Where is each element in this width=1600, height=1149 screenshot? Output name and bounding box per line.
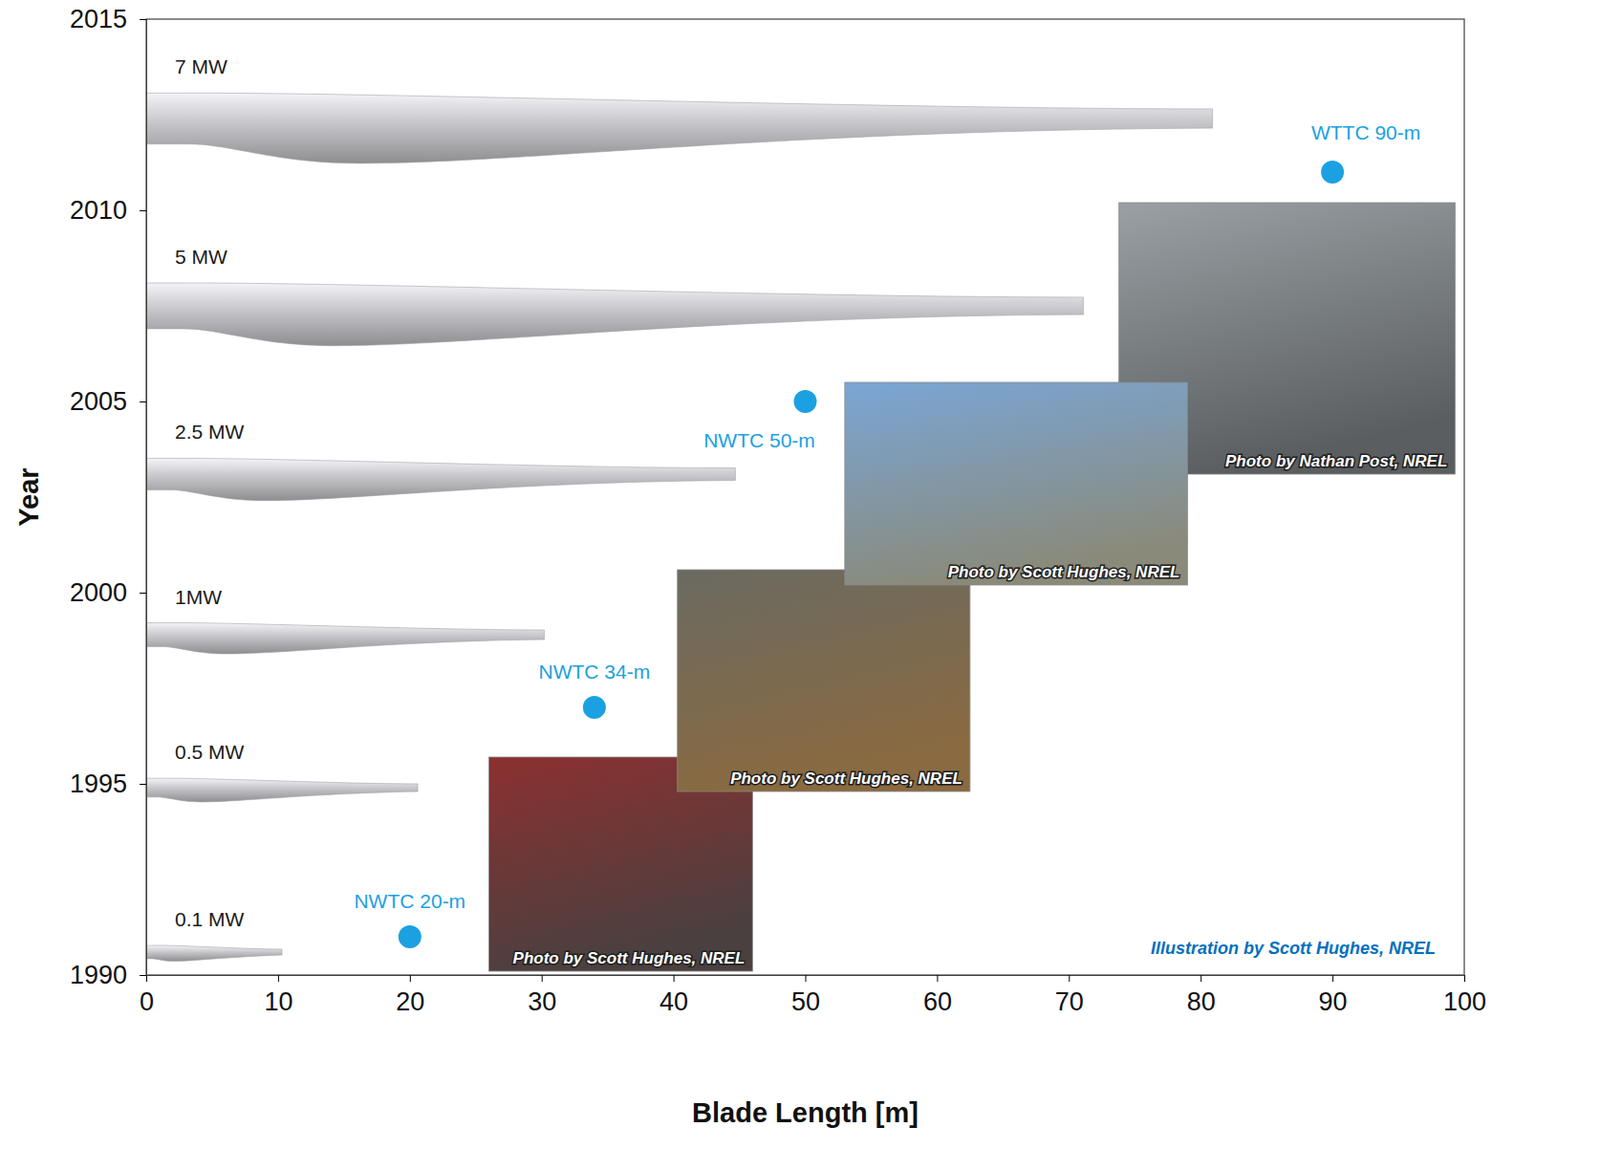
blade [146,92,1213,164]
plot-frame [146,19,1465,975]
x-tick: 50 [791,974,821,1017]
y-tick-mark [139,19,147,21]
x-tick-mark [278,974,280,982]
x-tick-mark [673,974,675,982]
y-tick: 2015 [69,4,147,34]
y-tick: 1995 [69,769,147,799]
x-tick-mark [410,974,411,982]
x-tick: 40 [659,974,689,1017]
photo-caption: Photo by Scott Hughes, NREL [948,562,1181,582]
marks [146,92,1344,961]
y-tick-mark [139,783,147,785]
x-tick: 0 [139,974,154,1017]
x-tick: 20 [395,974,425,1017]
x-tick: 90 [1318,974,1348,1017]
y-axis-title: Year [13,467,44,526]
y-tick-label: 2000 [69,578,128,607]
x-tick-mark [1068,974,1070,982]
blade-label: 7 MW [174,55,228,78]
x-tick-label: 20 [395,987,425,1017]
y-tick-mark [139,592,147,594]
x-tick: 10 [263,974,293,1017]
test-facility-dot [398,925,422,949]
x-tick-label: 70 [1055,987,1084,1017]
x-tick: 80 [1187,974,1216,1017]
blade-label: 0.5 MW [174,740,245,763]
test-facility-label: NWTC 34-m [539,660,651,683]
blade-label: 1MW [174,585,222,608]
y-tick-label: 2015 [69,4,128,34]
x-axis-line [147,975,1466,983]
x-tick: 70 [1055,974,1084,1017]
credit: Illustration by Scott Hughes, NREL [1150,938,1436,958]
x-tick-mark [1200,974,1202,982]
photo-caption: Photo by Scott Hughes, NREL [730,769,963,788]
x-tick-mark [805,974,807,982]
x-tick-label: 100 [1443,987,1487,1017]
y-tick: 1990 [69,960,147,990]
x-tick-mark [146,974,148,982]
test-facility-dot [1320,160,1344,184]
x-tick-label: 90 [1318,987,1348,1017]
x-tick: 100 [1443,974,1487,1017]
y-tick-label: 1990 [69,960,128,990]
test-facility-label: WTTC 90-m [1311,121,1421,144]
test-facility-dot [794,389,818,413]
x-axis: 0 10 20 30 40 50 60 70 80 90 100 [139,974,1487,1017]
blade [146,282,1083,346]
test-facility-label: NWTC 20-m [353,889,466,912]
blade [146,778,418,802]
plot: Photo by Nathan Post, NREL Photo by Scott… [69,4,1487,1017]
x-tick-label: 0 [139,987,154,1017]
x-tick: 30 [527,974,557,1017]
y-tick-label: 2005 [69,387,128,416]
x-tick-mark [1332,974,1334,982]
blade-label: 2.5 MW [174,420,245,443]
x-tick-mark [541,974,543,982]
x-tick-mark [1464,974,1466,982]
y-tick: 2010 [69,195,147,225]
photo [844,382,1189,585]
y-axis-line [139,20,148,976]
blade [146,457,736,500]
y-tick-mark [139,210,147,212]
x-tick-label: 80 [1187,987,1216,1017]
y-axis: 1990 1995 2000 2005 2010 2015 [69,4,148,990]
x-tick-label: 60 [923,987,952,1017]
photo [677,569,971,792]
labels: 0.1 MW 0.5 MW 1MW 2.5 MW 5 MW 7 MW NWTC 20-m NW… [174,55,1436,958]
x-tick-label: 40 [659,987,689,1017]
x-tick-label: 30 [527,987,557,1017]
blade-label: 5 MW [174,245,228,268]
blade-label: 0.1 MW [174,908,245,930]
photo-caption: Photo by Nathan Post, NREL [1225,452,1448,471]
y-tick-label: 1995 [69,769,128,799]
x-tick: 60 [923,974,952,1017]
x-tick-label: 50 [791,987,821,1017]
x-axis-title: Blade Length [m] [691,1097,919,1128]
blade [146,622,544,654]
chart: Photo by Nathan Post, NREL Photo by Scott… [0,0,1600,1149]
x-tick-label: 10 [263,987,293,1017]
photo-caption: Photo by Scott Hughes, NREL [513,949,746,968]
x-tick-mark [936,974,938,982]
blade [146,945,282,961]
y-tick: 2000 [69,578,147,607]
y-tick: 2005 [69,387,147,416]
y-tick-mark [139,401,147,403]
test-facility-dot [583,695,606,719]
y-tick-mark [139,974,147,976]
y-tick-label: 2010 [69,195,128,225]
test-facility-label: NWTC 50-m [703,429,816,452]
